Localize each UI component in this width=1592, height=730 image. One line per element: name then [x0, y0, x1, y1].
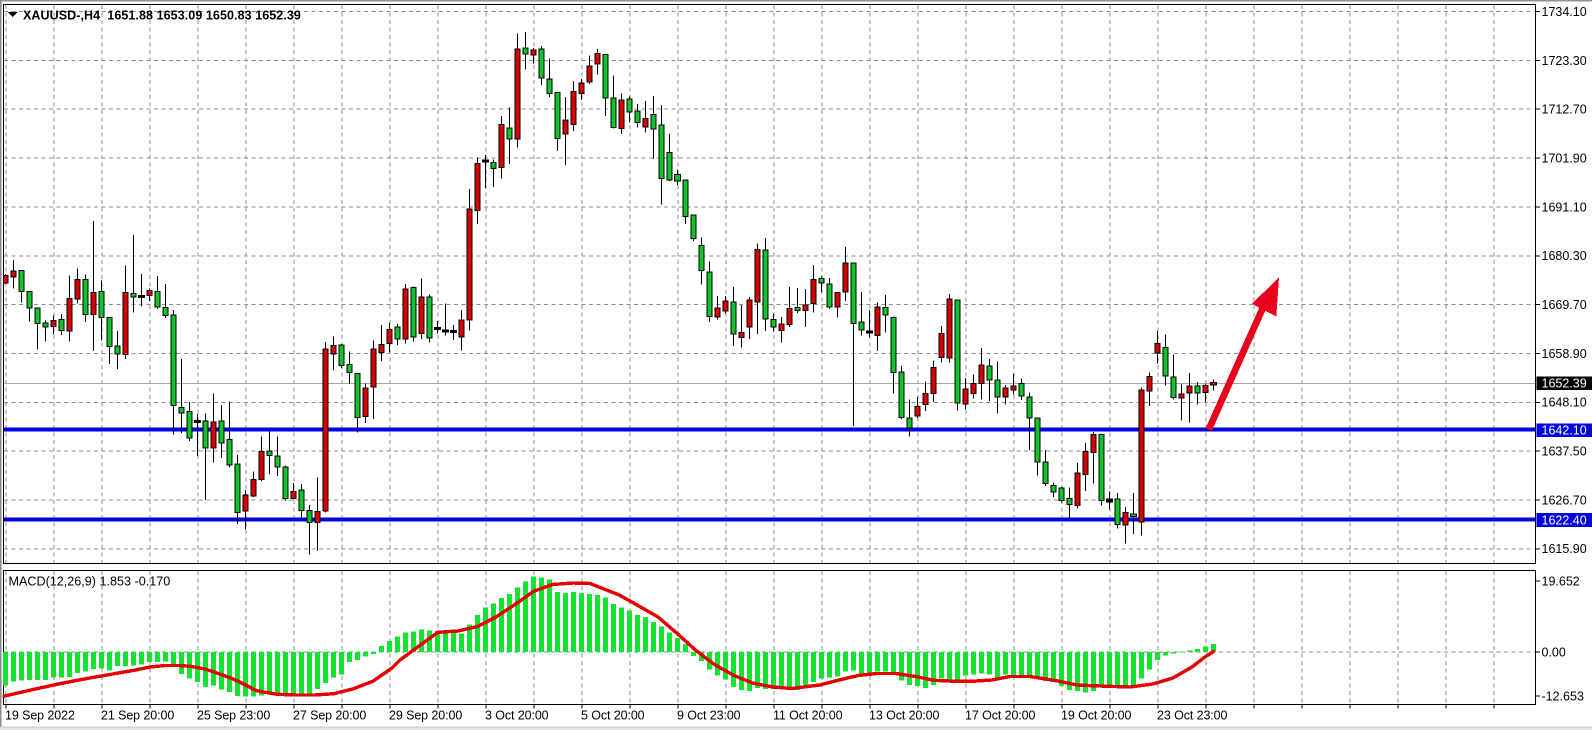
svg-text:11 Oct 20:00: 11 Oct 20:00 [773, 709, 843, 723]
svg-text:1712.70: 1712.70 [1542, 103, 1587, 117]
svg-text:1723.30: 1723.30 [1542, 54, 1587, 68]
svg-text:19 Oct 20:00: 19 Oct 20:00 [1061, 709, 1132, 723]
svg-text:19 Sep 2022: 19 Sep 2022 [5, 709, 75, 723]
svg-text:5 Oct 20:00: 5 Oct 20:00 [581, 709, 645, 723]
svg-text:1669.70: 1669.70 [1542, 298, 1587, 312]
svg-text:0.00: 0.00 [1542, 645, 1566, 659]
svg-text:25 Sep 23:00: 25 Sep 23:00 [197, 709, 270, 723]
svg-text:1734.10: 1734.10 [1542, 5, 1587, 19]
svg-text:1691.10: 1691.10 [1542, 200, 1587, 214]
svg-text:1637.50: 1637.50 [1542, 445, 1587, 459]
svg-text:27 Sep 20:00: 27 Sep 20:00 [293, 709, 366, 723]
svg-text:1615.90: 1615.90 [1542, 542, 1587, 556]
svg-text:1648.10: 1648.10 [1542, 396, 1587, 410]
svg-text:17 Oct 20:00: 17 Oct 20:00 [965, 709, 1036, 723]
svg-text:23 Oct 23:00: 23 Oct 23:00 [1157, 709, 1228, 723]
svg-text:1642.10: 1642.10 [1542, 424, 1587, 438]
svg-text:21 Sep 20:00: 21 Sep 20:00 [101, 709, 174, 723]
svg-text:1622.40: 1622.40 [1542, 514, 1587, 528]
svg-text:1658.90: 1658.90 [1542, 347, 1587, 361]
svg-text:MACD(12,26,9) 1.853 -0.170: MACD(12,26,9) 1.853 -0.170 [9, 575, 171, 589]
svg-text:XAUUSD-,H4 1651.88 1653.09 16: XAUUSD-,H4 1651.88 1653.09 1650.83 1652.… [23, 8, 301, 22]
svg-text:19.652: 19.652 [1542, 574, 1580, 588]
svg-text:-12.653: -12.653 [1542, 689, 1584, 703]
svg-text:13 Oct 20:00: 13 Oct 20:00 [869, 709, 940, 723]
svg-text:1652.39: 1652.39 [1542, 377, 1587, 391]
svg-text:3 Oct 20:00: 3 Oct 20:00 [485, 709, 549, 723]
svg-text:1680.30: 1680.30 [1542, 249, 1587, 263]
svg-text:9 Oct 23:00: 9 Oct 23:00 [677, 709, 741, 723]
svg-text:1626.70: 1626.70 [1542, 493, 1587, 507]
svg-text:29 Sep 20:00: 29 Sep 20:00 [389, 709, 462, 723]
svg-text:1701.90: 1701.90 [1542, 152, 1587, 166]
